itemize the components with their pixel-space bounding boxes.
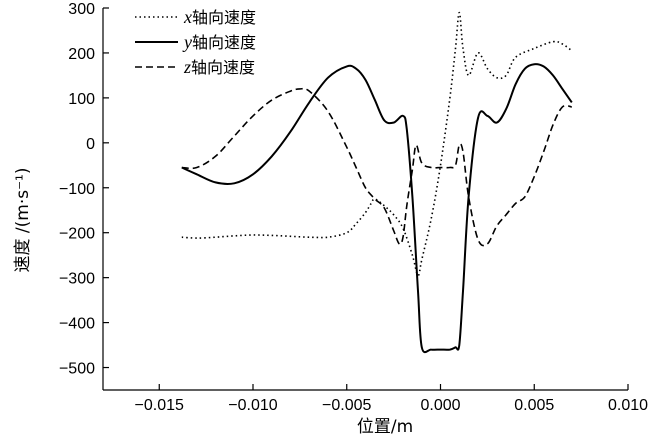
y-tick-label: −100 — [59, 181, 95, 198]
series-line-x — [181, 11, 573, 277]
plot-axes-frame — [102, 8, 628, 391]
y-tick-label: −500 — [59, 361, 95, 378]
series-line-y — [181, 63, 573, 354]
series-line-z — [181, 87, 572, 247]
x-tick-label: −0.010 — [228, 397, 277, 414]
legend-label-y: y轴向速度 — [182, 32, 256, 52]
y-tick-label: 300 — [68, 1, 95, 18]
y-tick-label: −300 — [59, 271, 95, 288]
series-layer — [181, 11, 573, 354]
x-tick-label: 0.010 — [608, 397, 648, 414]
y-tick-label: 100 — [68, 91, 95, 108]
legend-label-z: z轴向速度 — [183, 57, 255, 77]
y-axis-label: 速度 /(m·s⁻¹) — [13, 167, 33, 272]
y-tick-label: −200 — [59, 226, 95, 243]
legend: x轴向速度 y轴向速度 z轴向速度 — [135, 7, 256, 77]
y-axis-ticks: 300 200 100 0 −100 −200 −300 −400 −500 — [59, 1, 109, 378]
x-tick-label: −0.005 — [322, 397, 371, 414]
y-tick-label: 200 — [68, 46, 95, 63]
x-tick-label: 0.005 — [514, 397, 554, 414]
x-axis-ticks: −0.015 −0.010 −0.005 0.000 0.005 0.010 — [135, 384, 648, 414]
y-tick-label: −400 — [59, 316, 95, 333]
legend-label-x: x轴向速度 — [183, 7, 256, 27]
x-axis-label: 位置/m — [357, 417, 413, 437]
x-tick-label: −0.015 — [135, 397, 184, 414]
x-tick-label: 0.000 — [420, 397, 460, 414]
y-tick-label: 0 — [86, 136, 95, 153]
